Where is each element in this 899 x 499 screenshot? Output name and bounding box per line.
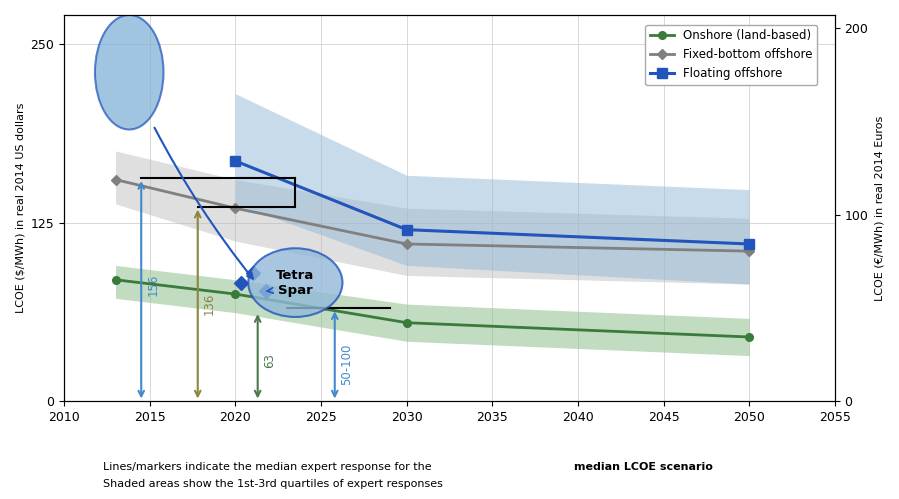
Legend: Onshore (land-based), Fixed-bottom offshore, Floating offshore: Onshore (land-based), Fixed-bottom offsh… [645, 25, 817, 85]
Text: 50-100: 50-100 [340, 343, 353, 385]
Ellipse shape [248, 249, 343, 317]
Text: 63: 63 [263, 353, 276, 368]
Text: Shaded areas show the 1st-3rd quartiles of expert responses: Shaded areas show the 1st-3rd quartiles … [103, 479, 443, 489]
Y-axis label: LCOE (€/MWh) in real 2014 Euros: LCOE (€/MWh) in real 2014 Euros [874, 116, 884, 301]
Text: 156: 156 [147, 274, 159, 296]
Text: median LCOE scenario: median LCOE scenario [574, 462, 712, 472]
Point [259, 287, 273, 295]
Point [234, 278, 248, 286]
Text: 136: 136 [203, 293, 216, 315]
Ellipse shape [95, 15, 164, 129]
Point [245, 268, 260, 276]
Text: Lines/markers indicate the median expert response for the: Lines/markers indicate the median expert… [103, 462, 435, 472]
Y-axis label: LCOE ($/MWh) in real 2014 US dollars: LCOE ($/MWh) in real 2014 US dollars [15, 103, 25, 313]
Text: Tetra
Spar: Tetra Spar [276, 268, 315, 296]
